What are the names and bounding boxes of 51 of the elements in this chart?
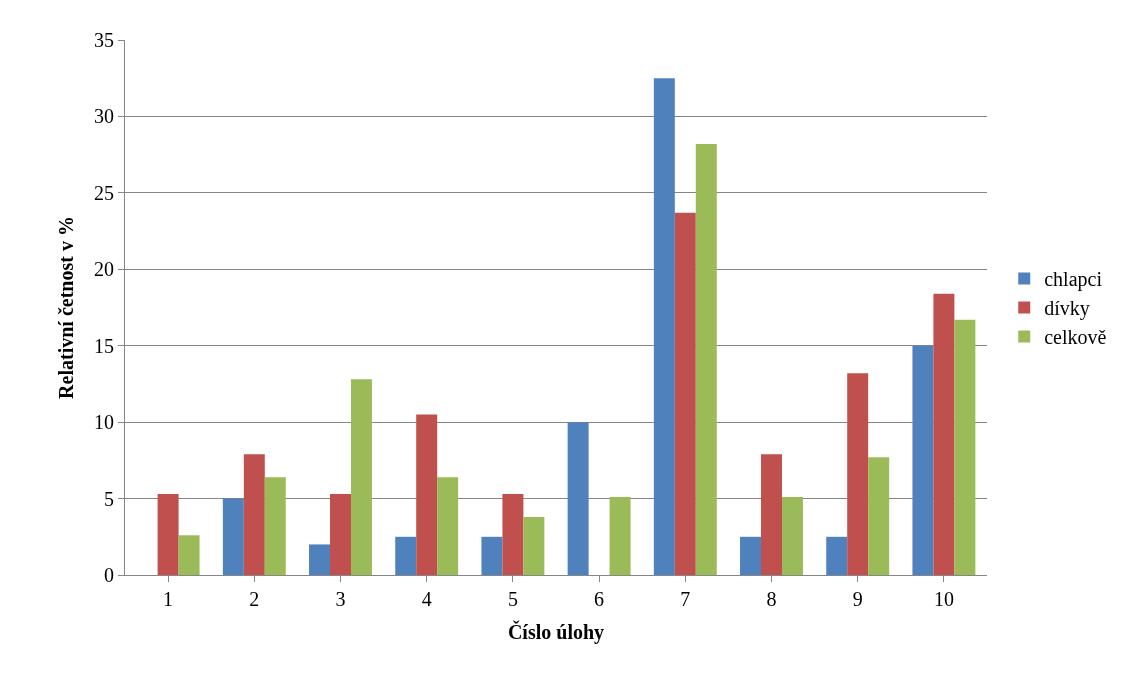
x-tick-label: 2	[249, 588, 260, 610]
bar	[330, 493, 351, 575]
y-tick-label: 5	[104, 487, 114, 510]
y-axis-title: Relativní četnost v %	[54, 216, 77, 399]
bar	[350, 379, 372, 575]
bar	[826, 536, 848, 575]
bar	[481, 536, 503, 575]
x-tick-label: 5	[507, 588, 518, 610]
legend-label: chlapci	[1044, 268, 1103, 292]
bar	[609, 497, 631, 575]
bar	[954, 319, 976, 575]
bar	[523, 516, 545, 575]
bar	[847, 373, 869, 575]
legend-label: celkově	[1044, 326, 1107, 349]
bar	[437, 477, 459, 575]
bar	[674, 212, 696, 575]
bar	[567, 422, 589, 575]
x-tick-label: 10	[933, 588, 954, 610]
bar	[933, 293, 955, 575]
x-tick-label: 7	[680, 588, 691, 610]
bar	[761, 454, 782, 575]
y-tick-label: 20	[94, 258, 114, 281]
legend-label: dívky	[1044, 297, 1090, 321]
bar	[264, 477, 286, 575]
y-tick-label: 10	[94, 411, 114, 434]
x-tick-label: 3	[335, 588, 346, 610]
bar	[502, 493, 524, 575]
bar	[395, 536, 417, 575]
bar	[157, 493, 179, 575]
y-tick-label: 30	[94, 105, 114, 128]
y-tick-label: 25	[94, 181, 114, 204]
bar	[243, 454, 265, 575]
bar	[912, 345, 934, 575]
bar	[695, 143, 717, 575]
bar	[868, 457, 890, 575]
bar	[653, 78, 675, 575]
y-tick-label: 0	[104, 564, 114, 586]
bar	[781, 497, 803, 575]
bar	[740, 536, 762, 575]
x-tick-label: 9	[852, 588, 863, 610]
y-tick-label: 15	[94, 334, 114, 357]
bar	[416, 414, 438, 575]
x-axis-title: Číslo úlohy	[507, 619, 605, 644]
bar	[309, 544, 331, 575]
x-tick-label: 6	[594, 588, 605, 610]
bar	[222, 498, 244, 575]
x-tick-label: 8	[766, 588, 777, 610]
x-tick-label: 4	[421, 588, 432, 610]
y-tick-label: 35	[94, 29, 114, 51]
x-tick-label: 1	[163, 588, 174, 610]
bar	[178, 535, 200, 575]
